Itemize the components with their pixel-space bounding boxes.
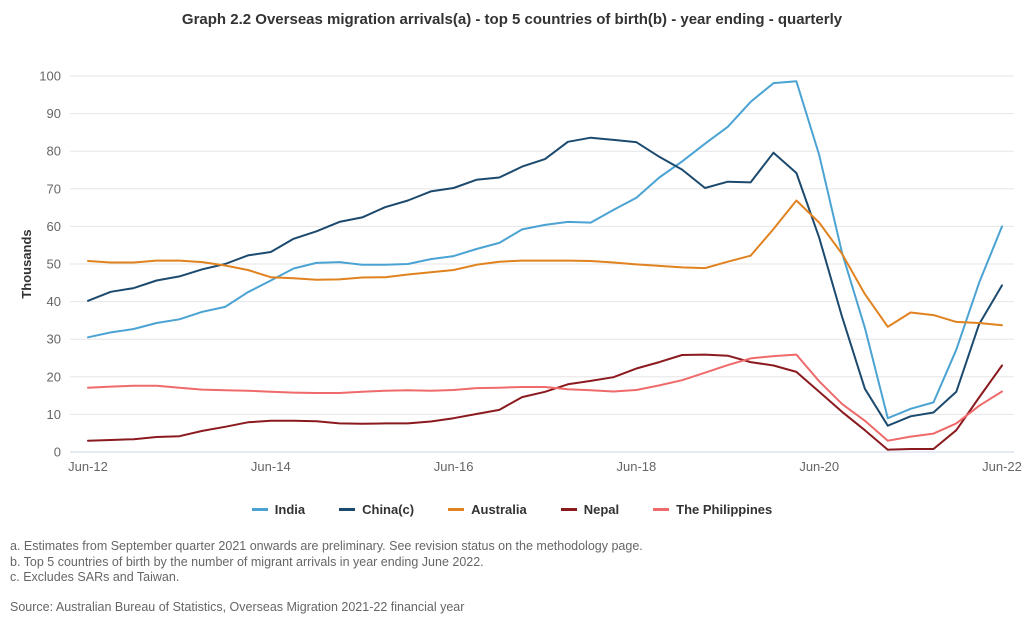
y-axis-label: Thousands <box>19 229 34 298</box>
source-note: Source: Australian Bureau of Statistics,… <box>10 600 465 614</box>
series-line-china-c[interactable] <box>87 136 1003 427</box>
legend-item[interactable]: Nepal <box>560 502 620 517</box>
legend: India China(c) Australia Nepal The Philippin… <box>0 502 1024 517</box>
x-axis-ticks: Jun-12 Jun-14 Jun-16 Jun-18 Jun-20 Jun-22 <box>68 459 1022 474</box>
x-tick-label: Jun-12 <box>68 459 108 474</box>
y-axis-ticks: 0 10 20 30 40 50 60 70 80 90 100 <box>39 69 61 460</box>
y-tick-label: 60 <box>47 219 61 234</box>
legend-swatch <box>251 508 268 511</box>
legend-swatch <box>339 508 356 511</box>
footnotes: a. Estimates from September quarter 2021… <box>10 539 643 586</box>
y-tick-label: 80 <box>47 144 61 159</box>
footnote-a: a. Estimates from September quarter 2021… <box>10 539 643 553</box>
x-tick-label: Jun-22 <box>982 459 1022 474</box>
y-tick-label: 40 <box>47 294 61 309</box>
series-line-india[interactable] <box>87 80 1003 420</box>
x-tick-label: Jun-18 <box>617 459 657 474</box>
y-tick-label: 10 <box>47 407 61 422</box>
x-tick-label: Jun-20 <box>799 459 839 474</box>
series-line-australia[interactable] <box>87 199 1003 328</box>
gridlines <box>70 75 1014 453</box>
series-lines <box>87 80 1003 451</box>
series-line-the-philippines[interactable] <box>87 353 1003 442</box>
legend-item[interactable]: Australia <box>448 502 527 517</box>
footnote-c: c. Excludes SARs and Taiwan. <box>10 570 180 584</box>
legend-swatch <box>653 508 670 511</box>
footnote-b: b. Top 5 countries of birth by the numbe… <box>10 554 484 569</box>
legend-label: India <box>274 502 306 517</box>
y-tick-label: 70 <box>47 181 61 196</box>
chart-title: Graph 2.2 Overseas migration arrivals(a)… <box>181 11 843 28</box>
legend-label: The Philippines <box>676 502 773 517</box>
legend-label: Australia <box>471 502 527 517</box>
y-tick-label: 90 <box>47 106 61 121</box>
legend-item[interactable]: The Philippines <box>653 502 772 517</box>
legend-label: Nepal <box>583 502 620 517</box>
y-tick-label: 30 <box>47 332 61 347</box>
y-tick-label: 100 <box>39 69 61 84</box>
x-tick-label: Jun-16 <box>434 459 474 474</box>
legend-swatch <box>560 508 577 511</box>
x-tick-label: Jun-14 <box>251 459 291 474</box>
series-line-nepal[interactable] <box>87 353 1003 451</box>
y-tick-label: 0 <box>54 445 61 460</box>
legend-swatch <box>448 508 465 511</box>
y-tick-label: 50 <box>47 257 61 272</box>
legend-label: China(c) <box>362 502 415 517</box>
legend-item[interactable]: India <box>251 502 306 517</box>
y-tick-label: 20 <box>47 369 61 384</box>
legend-item[interactable]: China(c) <box>339 502 414 517</box>
